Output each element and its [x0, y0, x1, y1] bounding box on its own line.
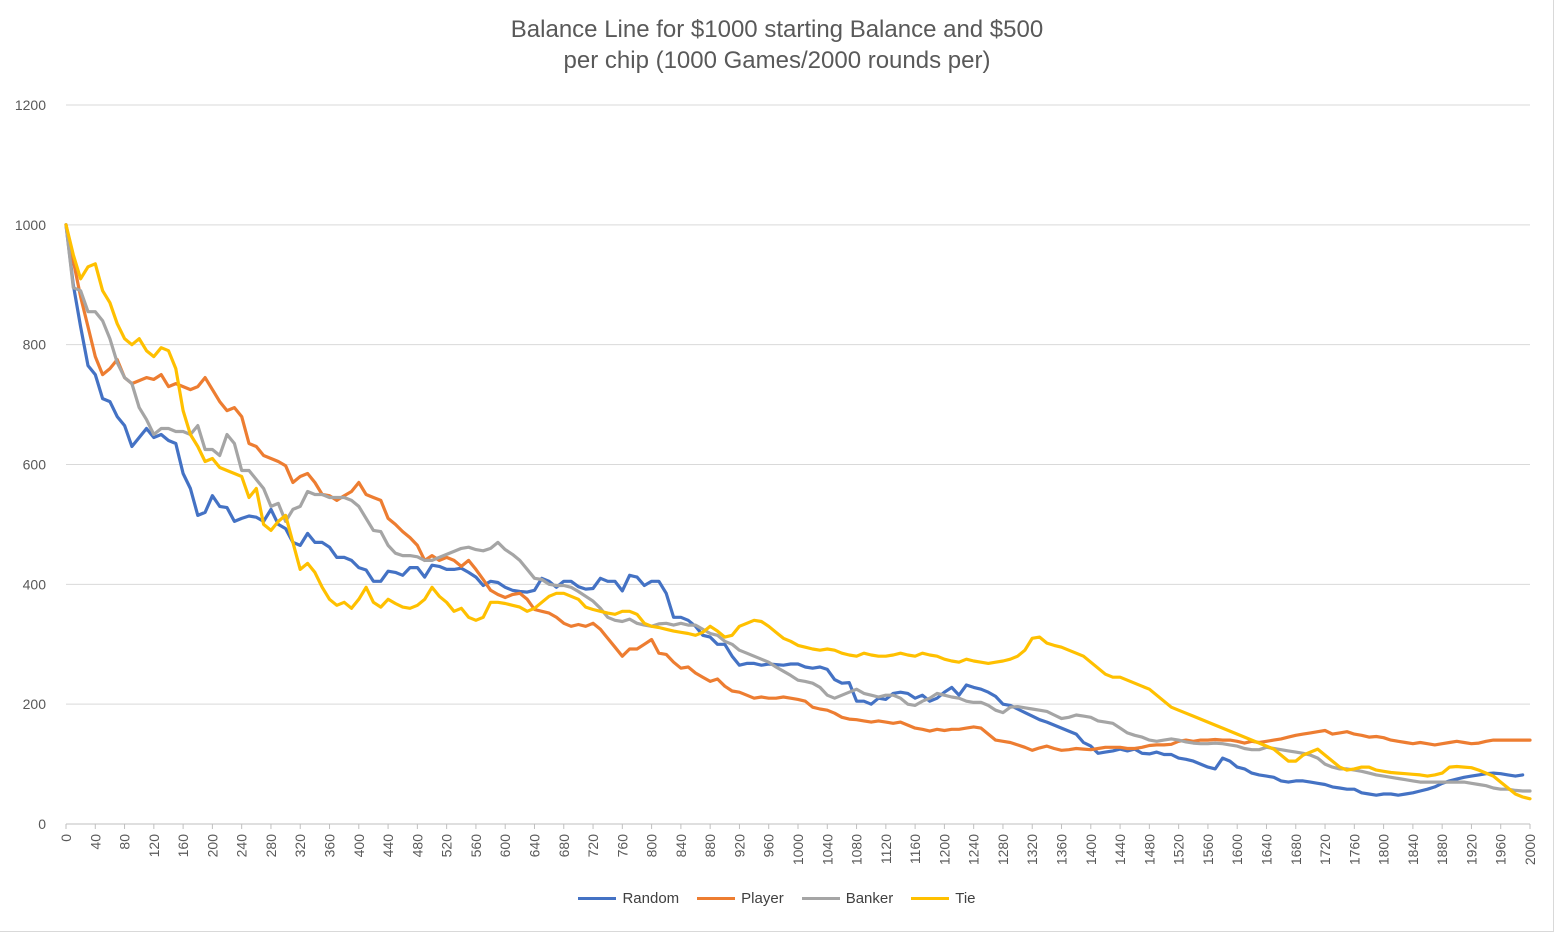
gridlines [66, 104, 1530, 825]
x-tick-label: 1520 [1171, 834, 1187, 865]
x-tick-label: 1880 [1434, 834, 1450, 865]
x-tick-label: 1800 [1376, 834, 1392, 865]
x-tick-label: 960 [761, 834, 777, 858]
x-tick-label: 1600 [1229, 834, 1245, 865]
legend-item-player: Player [697, 890, 784, 907]
series-line-tie [64, 223, 1532, 801]
y-tick-label: 600 [23, 457, 47, 473]
x-tick-label: 1760 [1346, 834, 1362, 865]
legend-label: Player [741, 890, 784, 907]
legend-swatch [801, 897, 840, 900]
x-tick-label: 1200 [936, 834, 952, 865]
legend: Random Player Banker Tie [0, 890, 1554, 907]
x-tick-label: 1400 [1083, 834, 1099, 865]
legend-item-tie: Tie [911, 890, 976, 907]
x-tick-label: 120 [146, 834, 162, 858]
chart-title-line-1: Balance Line for $1000 starting Balance … [510, 16, 1044, 43]
x-tick-label: 1240 [966, 834, 982, 865]
x-tick-label: 800 [644, 834, 660, 858]
x-tick-label: 640 [526, 834, 542, 858]
x-tick-label: 1040 [819, 834, 835, 865]
x-tick-label: 520 [439, 834, 455, 858]
x-tick-label: 1160 [907, 834, 923, 864]
x-tick-label: 1000 [790, 834, 806, 865]
x-tick-label: 1440 [1112, 834, 1128, 865]
y-tick-label: 1000 [15, 217, 46, 233]
x-tick-label: 680 [556, 834, 572, 858]
x-tick-label: 1360 [1054, 834, 1070, 865]
y-tick-label: 400 [23, 576, 47, 592]
x-tick-label: 1720 [1317, 834, 1333, 865]
legend-swatch [697, 897, 736, 900]
chart-title: Balance Line for $1000 starting Balance … [0, 14, 1554, 76]
x-tick-label: 1080 [849, 834, 865, 865]
series-lines [64, 223, 1532, 801]
legend-swatch [578, 897, 617, 900]
x-axis-ticks: 0 40 80 120 160 200 240 280 320 360 400 440 480 520 56… [58, 824, 1538, 865]
x-tick-label: 280 [263, 834, 279, 858]
x-tick-label: 1640 [1258, 834, 1274, 865]
legend-item-banker: Banker [801, 890, 894, 907]
legend-swatch [911, 897, 950, 900]
series-line-random [64, 223, 1525, 797]
x-tick-label: 1280 [995, 834, 1011, 865]
x-tick-label: 1960 [1493, 834, 1509, 865]
legend-item-random: Random [578, 890, 679, 907]
x-tick-label: 320 [292, 834, 308, 858]
x-tick-label: 1840 [1405, 834, 1421, 865]
x-tick-label: 600 [497, 834, 513, 858]
y-tick-label: 0 [38, 816, 46, 832]
x-tick-label: 1320 [1024, 834, 1040, 865]
x-tick-label: 760 [614, 834, 630, 858]
y-axis-ticks: 0 200 400 600 800 1000 1200 [15, 97, 46, 832]
y-tick-label: 800 [23, 337, 47, 353]
x-tick-label: 880 [702, 834, 718, 858]
series-line-banker [64, 223, 1532, 793]
x-tick-label: 400 [351, 834, 367, 858]
x-tick-label: 0 [58, 834, 74, 842]
series-line-player [64, 223, 1532, 752]
x-tick-label: 200 [204, 834, 220, 858]
legend-label: Tie [955, 890, 976, 907]
x-tick-label: 1120 [878, 834, 894, 864]
x-tick-label: 1480 [1141, 834, 1157, 865]
x-tick-label: 1920 [1463, 834, 1479, 865]
legend-label: Banker [845, 890, 894, 907]
x-tick-label: 440 [380, 834, 396, 858]
x-tick-label: 40 [87, 834, 103, 850]
x-tick-label: 160 [175, 834, 191, 858]
x-tick-label: 1680 [1288, 834, 1304, 865]
x-tick-label: 2000 [1522, 834, 1538, 865]
x-tick-label: 80 [117, 834, 133, 850]
x-tick-label: 240 [234, 834, 250, 858]
x-tick-label: 840 [673, 834, 689, 858]
x-tick-label: 480 [409, 834, 425, 858]
y-tick-label: 200 [23, 696, 47, 712]
x-tick-label: 1560 [1200, 834, 1216, 865]
x-tick-label: 360 [322, 834, 338, 858]
x-tick-label: 720 [585, 834, 601, 858]
x-tick-label: 920 [731, 834, 747, 858]
x-tick-label: 560 [468, 834, 484, 858]
y-tick-label: 1200 [15, 97, 46, 113]
legend-label: Random [622, 890, 680, 907]
chart-title-line-2: per chip (1000 Games/2000 rounds per) [563, 47, 991, 74]
